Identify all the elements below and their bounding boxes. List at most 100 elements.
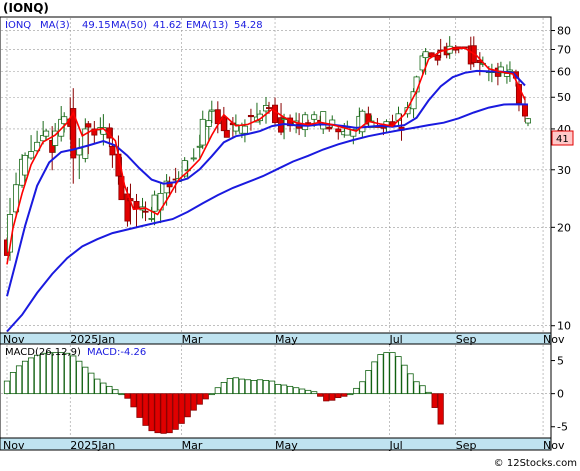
price-panel-frame bbox=[0, 16, 552, 334]
candle-up bbox=[22, 154, 29, 176]
macd-bar-negative bbox=[178, 393, 185, 424]
macd-x-tick-label: Nov bbox=[543, 439, 565, 452]
macd-bar-positive bbox=[220, 381, 227, 395]
macd-bar-positive bbox=[250, 380, 258, 395]
macd-bar-positive bbox=[52, 352, 59, 395]
macd-x-tick-label: May bbox=[275, 439, 298, 452]
macd-bar-positive bbox=[365, 370, 372, 395]
candle-up bbox=[506, 69, 513, 72]
legend-ma3-value: 49.15 bbox=[82, 20, 111, 31]
price-tick-label: 70 bbox=[557, 43, 571, 56]
macd-bar-positive bbox=[232, 377, 239, 395]
moving-average-lines bbox=[6, 47, 529, 333]
price-legend: IONQ MA(3) 49.15 MA(50) 41.62 EMA(13) 54… bbox=[5, 20, 263, 31]
macd-bar-positive bbox=[419, 385, 426, 395]
candle-down bbox=[272, 104, 279, 124]
macd-bar-positive bbox=[280, 384, 288, 395]
macd-bar-positive bbox=[244, 379, 252, 395]
macd-bar-positive bbox=[395, 356, 402, 395]
candle-down bbox=[521, 103, 528, 117]
candle-down bbox=[91, 128, 98, 136]
macd-bar-positive bbox=[274, 383, 282, 395]
macd-bar-positive bbox=[112, 389, 119, 395]
macd-bar-negative bbox=[341, 393, 348, 397]
legend-ema13-label: EMA(13) bbox=[186, 20, 228, 31]
macd-tick-label: 0 bbox=[557, 388, 564, 401]
candle-up bbox=[190, 157, 197, 160]
candle-up bbox=[34, 141, 41, 152]
candle-down bbox=[70, 108, 77, 159]
macd-bar-negative bbox=[124, 393, 131, 399]
price-tick-label: 20 bbox=[557, 221, 571, 234]
macd-legend-label: MACD(26,12,9) bbox=[5, 347, 81, 358]
price-x-tick-label: 2025Jan bbox=[70, 333, 115, 346]
price-x-tick-label: Jul bbox=[388, 333, 402, 346]
macd-bar-positive bbox=[70, 355, 77, 395]
macd-bar-positive bbox=[15, 365, 23, 395]
price-badge-box bbox=[551, 130, 574, 146]
macd-bar-positive bbox=[58, 352, 65, 395]
candle-down bbox=[133, 201, 140, 210]
macd-bar-positive bbox=[305, 389, 312, 395]
macd-x-axis-band bbox=[0, 437, 552, 451]
candle-down bbox=[266, 107, 273, 109]
candle-down bbox=[118, 176, 125, 201]
candle-up bbox=[208, 109, 215, 112]
macd-x-axis-labels: Nov 2025Jan Mar May Jul Sep Nov bbox=[3, 439, 565, 452]
macd-bar-negative bbox=[335, 393, 342, 399]
macd-bar-positive bbox=[299, 388, 306, 395]
macd-bar-negative bbox=[202, 393, 209, 400]
macd-bar-positive bbox=[76, 360, 83, 395]
candle-up bbox=[13, 184, 20, 213]
macd-x-tick-label: Jul bbox=[388, 439, 402, 452]
price-x-tick-label: May bbox=[275, 333, 298, 346]
macd-bar-positive bbox=[401, 364, 408, 395]
macd-bar-positive bbox=[389, 352, 396, 395]
macd-bar-positive bbox=[100, 382, 107, 395]
candle-down bbox=[305, 122, 312, 125]
macd-bar-positive bbox=[46, 352, 53, 395]
legend-ema13-value: 54.28 bbox=[234, 20, 263, 31]
macd-bar-positive bbox=[9, 372, 17, 395]
candle-up bbox=[241, 125, 248, 134]
ema13-line bbox=[6, 69, 526, 297]
candle-up bbox=[148, 217, 155, 220]
macd-bar-positive bbox=[377, 354, 384, 395]
price-tick-label: 50 bbox=[557, 91, 571, 104]
macd-tick-label: -5 bbox=[557, 421, 568, 434]
price-x-tick-label: Sep bbox=[456, 333, 477, 346]
candle-up bbox=[151, 194, 158, 212]
candle-down bbox=[434, 54, 441, 61]
macd-bar-negative bbox=[148, 393, 155, 432]
candle-up bbox=[199, 118, 206, 146]
price-x-tick-label: Nov bbox=[543, 333, 565, 346]
macd-bar-positive bbox=[293, 387, 300, 395]
macd-bar-positive bbox=[214, 387, 221, 395]
macd-bar-positive bbox=[106, 385, 113, 395]
macd-bar-negative bbox=[190, 393, 197, 411]
candle-down bbox=[223, 129, 230, 138]
candle-up bbox=[52, 130, 59, 146]
macd-bar-negative bbox=[196, 393, 203, 405]
macd-bar-negative bbox=[160, 393, 167, 434]
macd-bar-negative bbox=[184, 393, 191, 418]
candle-up bbox=[497, 66, 504, 74]
price-x-axis-labels: Nov 2025Jan Mar May Jul Sep Nov bbox=[3, 333, 565, 346]
macd-bar-positive bbox=[238, 378, 246, 395]
legend-ma50-value: 41.62 bbox=[153, 20, 182, 31]
macd-y-axis: 5 0 -5 bbox=[551, 355, 568, 434]
price-tick-label: 10 bbox=[557, 320, 571, 333]
macd-bar-negative bbox=[142, 393, 149, 426]
candle-up bbox=[311, 114, 318, 120]
macd-bar-positive bbox=[383, 352, 390, 395]
macd-bar-positive bbox=[347, 393, 354, 396]
current-price-badge: 41 bbox=[551, 130, 574, 146]
candle-up bbox=[422, 51, 429, 59]
macd-bar-negative bbox=[437, 393, 444, 425]
macd-histogram bbox=[3, 352, 444, 434]
candle-down bbox=[85, 123, 92, 128]
macd-bar-positive bbox=[34, 354, 41, 395]
macd-legend-value: MACD:-4.26 bbox=[87, 347, 146, 358]
ticker-title: (IONQ) bbox=[3, 1, 49, 15]
